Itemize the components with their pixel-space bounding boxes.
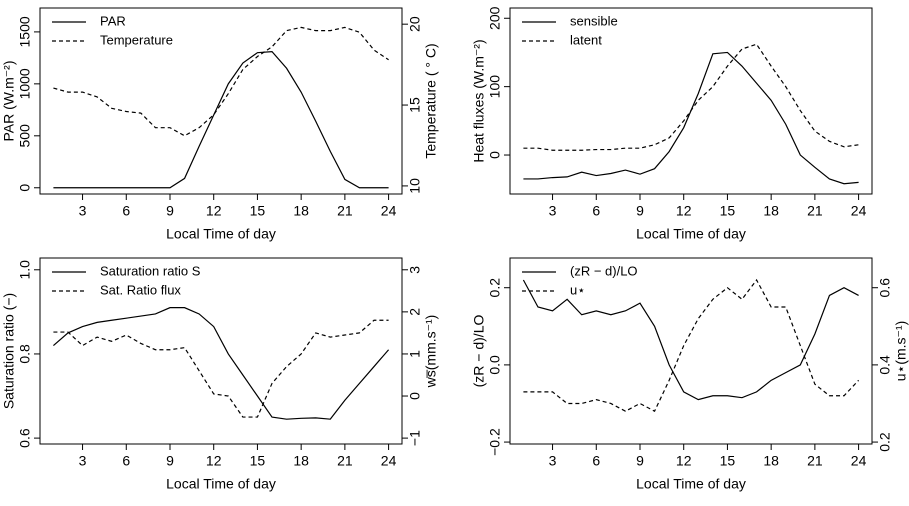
x-axis-label: Local Time of day <box>636 476 746 492</box>
y-tick-label: 0 <box>487 151 503 159</box>
x-tick-label: 21 <box>807 203 823 219</box>
x-tick-label: 18 <box>293 203 309 219</box>
x-tick-label: 21 <box>807 453 823 469</box>
x-tick-label: 9 <box>166 453 174 469</box>
y2-tick-label: 15 <box>407 97 423 113</box>
x-tick-label: 21 <box>337 203 353 219</box>
x-tick-label: 15 <box>250 453 266 469</box>
legend-label: (zR − d)/LO <box>570 263 638 278</box>
y-tick-label: 0.6 <box>17 428 33 448</box>
x-axis-label: Local Time of day <box>166 476 276 492</box>
y2-axis-label: Temperature ( ° C) <box>423 43 439 158</box>
x-tick-label: 15 <box>720 203 736 219</box>
y2-tick-label: 1 <box>407 350 423 358</box>
y2-tick-label: 0.6 <box>877 278 893 298</box>
y2-tick-label: 0.4 <box>877 355 893 375</box>
x-tick-label: 9 <box>636 203 644 219</box>
y-axis-label: PAR (W.m⁻²) <box>1 60 17 141</box>
y-tick-label: 0.0 <box>487 355 503 375</box>
y2-axis-label: u⋆(m.s⁻¹) <box>893 321 909 381</box>
x-tick-label: 3 <box>79 203 87 219</box>
x-tick-label: 3 <box>549 453 557 469</box>
x-tick-label: 24 <box>381 453 397 469</box>
y2-tick-label: 10 <box>407 178 423 194</box>
y2-tick-label: 0.2 <box>877 432 893 452</box>
y2-axis-label: ws̅(mm.s⁻¹) <box>423 315 439 389</box>
y-tick-label: 0.8 <box>17 344 33 364</box>
x-tick-label: 15 <box>720 453 736 469</box>
x-tick-label: 21 <box>337 453 353 469</box>
plot-box <box>509 7 873 195</box>
legend-label: PAR <box>100 13 126 28</box>
data-line <box>523 278 860 413</box>
legend-label: Saturation ratio S <box>100 263 201 278</box>
x-axis-label: Local Time of day <box>636 226 746 242</box>
plot-box <box>39 7 403 195</box>
x-tick-label: 24 <box>851 453 867 469</box>
y-tick-label: −0.2 <box>487 428 503 456</box>
y-tick-label: 0 <box>17 184 33 192</box>
y-tick-label: 0.2 <box>487 278 503 298</box>
data-line <box>53 319 389 418</box>
data-line <box>523 43 859 151</box>
x-tick-label: 9 <box>636 453 644 469</box>
legend-label: Sat. Ratio flux <box>100 282 181 297</box>
x-tick-label: 12 <box>206 453 222 469</box>
y-tick-label: 100 <box>487 75 503 99</box>
y-tick-label: 1500 <box>17 16 33 47</box>
x-tick-label: 18 <box>763 203 779 219</box>
x-tick-label: 15 <box>250 203 266 219</box>
x-tick-label: 9 <box>166 203 174 219</box>
plot-box <box>39 257 403 445</box>
x-tick-label: 12 <box>676 453 692 469</box>
x-tick-label: 3 <box>79 453 87 469</box>
y-axis-label: Saturation ratio (−) <box>1 293 17 409</box>
y2-tick-label: 20 <box>407 16 423 32</box>
y-tick-label: 1.0 <box>17 260 33 280</box>
x-tick-label: 12 <box>676 203 692 219</box>
x-tick-label: 6 <box>122 203 130 219</box>
x-tick-label: 6 <box>592 453 600 469</box>
x-tick-label: 18 <box>763 453 779 469</box>
legend-label: Temperature <box>100 32 173 47</box>
x-tick-label: 18 <box>293 453 309 469</box>
y2-tick-label: 0 <box>407 392 423 400</box>
y-tick-label: 500 <box>17 124 33 148</box>
legend-label: sensible <box>570 13 618 28</box>
data-line <box>522 279 859 401</box>
legend-label: latent <box>570 32 602 47</box>
x-tick-label: 24 <box>381 203 397 219</box>
x-axis-label: Local Time of day <box>166 226 276 242</box>
y-axis-label: (zR − d)/LO <box>471 315 487 388</box>
x-tick-label: 24 <box>851 203 867 219</box>
y2-tick-label: 2 <box>407 308 423 316</box>
data-line <box>53 51 389 189</box>
plot-box <box>509 257 873 445</box>
y-tick-label: 200 <box>487 6 503 30</box>
y2-tick-label: 3 <box>407 266 423 274</box>
y2-tick-label: −1 <box>407 430 423 446</box>
y-tick-label: 1000 <box>17 68 33 99</box>
x-tick-label: 6 <box>592 203 600 219</box>
x-tick-label: 6 <box>122 453 130 469</box>
data-line <box>523 51 859 185</box>
x-tick-label: 3 <box>549 203 557 219</box>
y-axis-label: Heat fluxes (W.m⁻²) <box>471 39 487 162</box>
x-tick-label: 12 <box>206 203 222 219</box>
data-line <box>53 307 390 420</box>
legend-label: u⋆ <box>570 282 585 297</box>
